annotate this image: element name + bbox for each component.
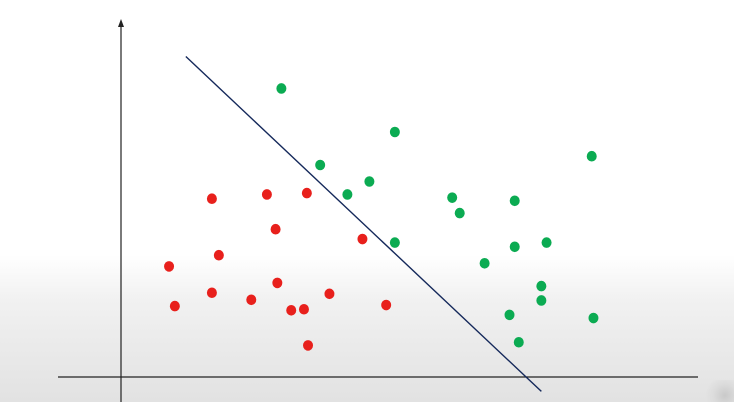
data-points-group <box>164 83 599 351</box>
decision-boundary-group <box>185 56 542 392</box>
series-2-point-9 <box>479 257 490 269</box>
series-1-point-1 <box>164 261 175 272</box>
series-1-point-12 <box>301 187 312 199</box>
series-2-point-15 <box>536 280 547 292</box>
series-1-point-14 <box>324 288 335 300</box>
series-2-point-1 <box>276 83 287 94</box>
series-1-point-2 <box>169 300 180 312</box>
series-2-point-5 <box>389 237 400 248</box>
series-2-point-7 <box>447 192 458 203</box>
series-1-point-7 <box>261 189 272 200</box>
decision-boundary-line <box>185 56 542 392</box>
series-1-point-4 <box>213 249 224 261</box>
series-2-point-6 <box>389 126 400 138</box>
series-1-point-16 <box>381 299 392 311</box>
series-1-point-9 <box>272 277 283 289</box>
series-1-point-8 <box>270 223 281 235</box>
series-2-point-10 <box>504 309 515 321</box>
series-2-point-12 <box>509 195 520 207</box>
series-1-point-10 <box>286 305 297 316</box>
series-2-point-16 <box>541 237 552 248</box>
series-2-point-14 <box>536 295 547 306</box>
series-2-point-11 <box>509 241 520 253</box>
series-2-point-8 <box>454 207 465 219</box>
series-1-point-15 <box>357 233 368 245</box>
series-2-point-2 <box>315 159 326 171</box>
y-axis-arrow <box>118 19 124 27</box>
series-1-point-6 <box>246 294 257 306</box>
series-2-point-13 <box>513 336 524 348</box>
series-1-point-11 <box>298 303 309 315</box>
series-1-point-3 <box>206 287 217 299</box>
series-2-point-4 <box>364 176 375 187</box>
series-2-point-17 <box>586 150 597 162</box>
series-1-point-13 <box>303 340 314 351</box>
series-2-point-3 <box>342 189 353 200</box>
series-2-point-18 <box>588 312 599 324</box>
corner-shadow <box>704 380 734 402</box>
series-1-point-5 <box>206 193 217 204</box>
